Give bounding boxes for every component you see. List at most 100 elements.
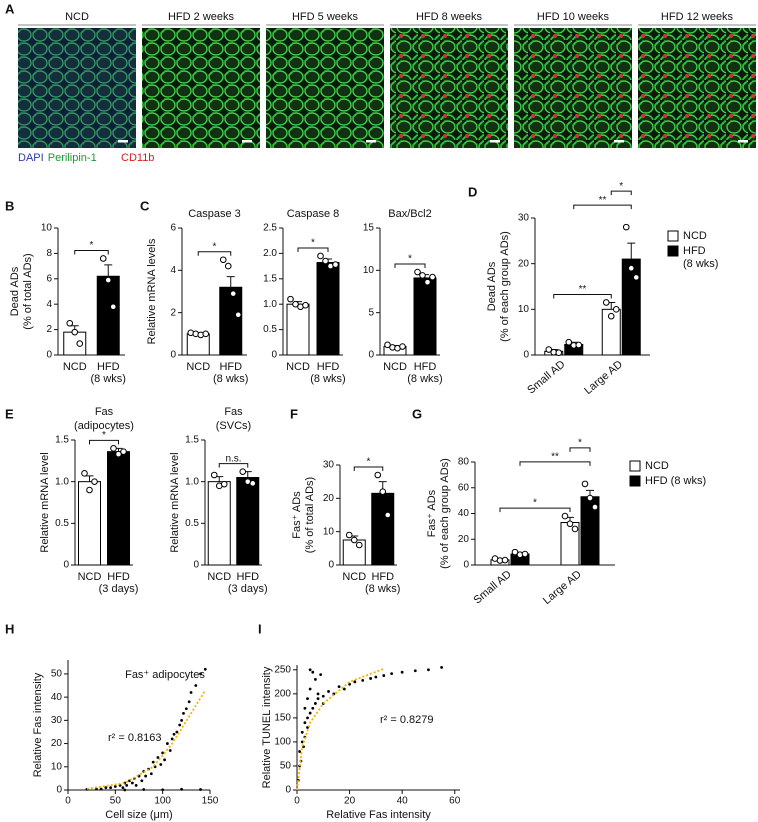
y-tick-label: 0 (463, 560, 469, 571)
data-point (327, 690, 330, 693)
data-point (199, 672, 202, 676)
y-axis-label: Dead ADs (486, 261, 498, 311)
bar (236, 477, 260, 566)
data-point (345, 531, 353, 539)
data-point (170, 737, 174, 741)
y-tick-label: 2.5 (263, 223, 277, 234)
legend-label: (8 wks) (683, 258, 718, 270)
significance-bracket (569, 447, 591, 452)
y-axis-label: Relative TUNEL intensity (261, 666, 273, 788)
panel-letter: B (5, 198, 14, 213)
data-point (355, 541, 363, 549)
image-label: HFD 12 weeks (661, 11, 734, 23)
legend-label: NCD (683, 230, 707, 242)
significance-bracket (74, 249, 109, 255)
data-point (159, 763, 163, 766)
micrograph (266, 28, 384, 148)
y-tick-label: 0 (193, 560, 199, 571)
y-tick-label: 1.5 (263, 273, 277, 284)
significance-label: * (533, 498, 537, 509)
x-tick-label: (8 wks) (213, 373, 248, 385)
y-axis-label: Relative mRNA levels (146, 238, 158, 344)
y-tick-label: 0.5 (263, 324, 277, 335)
data-point (384, 341, 391, 349)
data-point (390, 672, 394, 676)
y-tick-label: 0 (523, 350, 529, 361)
data-point (123, 788, 127, 792)
y-tick-label: 0.5 (185, 518, 199, 529)
data-point (632, 274, 640, 281)
x-tick-label: 0 (294, 796, 300, 807)
y-tick-label: 1.5 (185, 435, 199, 446)
data-point (180, 787, 184, 791)
y-axis-label: Fas⁺ ADs (426, 489, 438, 537)
scale-bar (118, 140, 128, 143)
data-point (306, 716, 309, 720)
y-axis-label: Relative mRNA level (39, 452, 51, 552)
bar (107, 451, 130, 566)
y-tick-label: 1.0 (55, 476, 69, 487)
micrograph (142, 28, 260, 148)
data-point (99, 787, 103, 791)
data-point (314, 678, 317, 681)
data-point (71, 328, 79, 336)
x-tick-label: NCD (186, 361, 210, 373)
x-tick-label: 100 (154, 796, 171, 807)
x-tick-label: (3 days) (99, 583, 139, 595)
x-tick-label: Large AD (582, 358, 625, 397)
data-point (81, 470, 88, 477)
data-point (292, 300, 299, 308)
bar (371, 492, 395, 566)
y-tick-label: 0 (368, 350, 374, 361)
bar (96, 275, 120, 356)
y-tick-label: 4 (170, 265, 176, 276)
error-bar (627, 242, 636, 260)
y-tick-label: 20 (458, 534, 470, 545)
scale-bar (738, 140, 748, 143)
bar (78, 481, 101, 566)
scale-bar (366, 140, 376, 143)
panel-letter: F (290, 406, 298, 421)
data-point (91, 478, 98, 485)
data-point (199, 788, 202, 791)
image-label: HFD 2 weeks (168, 11, 235, 23)
x-tick-label: 40 (397, 796, 409, 807)
bar (413, 277, 437, 356)
data-point (234, 311, 242, 319)
data-point (249, 480, 257, 487)
data-point (586, 494, 594, 502)
x-tick-label: HFD (219, 361, 242, 373)
scale-bar (614, 140, 624, 143)
panel-letter: I (258, 621, 262, 636)
data-point (189, 691, 193, 694)
bar (219, 286, 243, 356)
data-point (571, 525, 579, 533)
y-tick-label: 0 (56, 785, 62, 796)
data-point (440, 666, 443, 669)
image-label: NCD (65, 11, 89, 23)
x-axis-label: Cell size (μm) (105, 809, 172, 821)
data-point (300, 740, 304, 744)
significance-label: ** (579, 284, 587, 295)
data-point (220, 480, 228, 488)
error-bar (226, 276, 235, 288)
legend-label: HFD (683, 245, 706, 257)
data-point (203, 667, 207, 671)
data-point (86, 486, 93, 494)
data-point (374, 471, 382, 479)
x-tick-label: HFD (107, 571, 130, 583)
stain-legend: DAPI Perilipin-1 CD11b (18, 152, 154, 164)
data-point (414, 268, 421, 276)
data-point (400, 670, 404, 674)
data-point (306, 697, 309, 701)
legend-swatch (629, 460, 641, 472)
data-point (109, 303, 117, 311)
y-tick-label: 100 (274, 737, 291, 748)
data-point (130, 781, 134, 785)
data-point (300, 730, 304, 734)
data-point (66, 319, 74, 327)
x-tick-label: NCD (207, 571, 231, 583)
data-point (521, 550, 529, 558)
data-point (545, 346, 553, 353)
